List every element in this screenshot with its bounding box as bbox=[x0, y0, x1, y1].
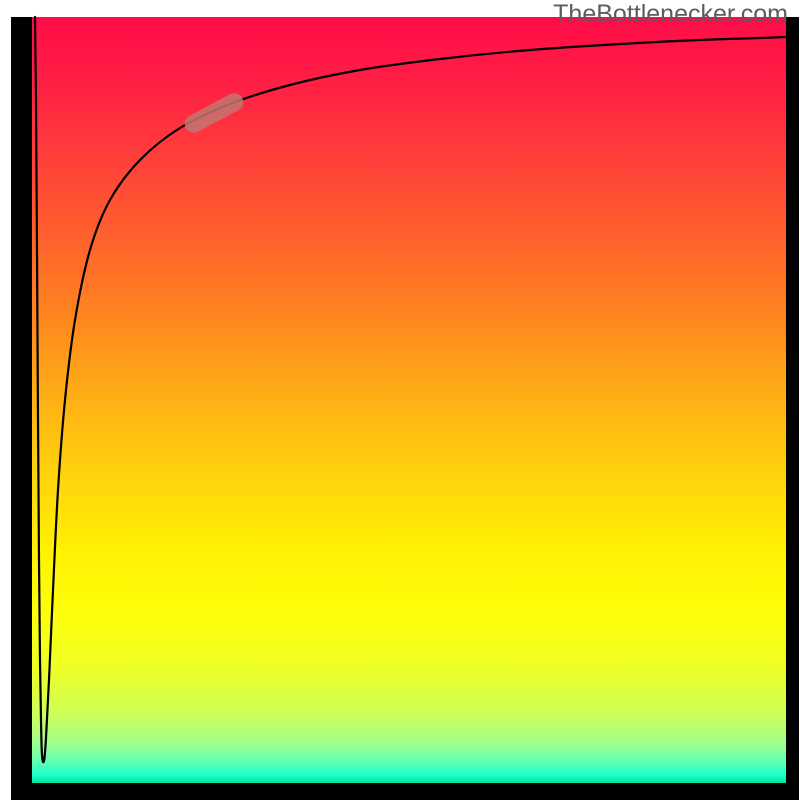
chart-stage: TheBottlenecker.com bbox=[0, 0, 800, 800]
curve-layer bbox=[0, 0, 800, 800]
highlight-marker bbox=[182, 90, 247, 136]
watermark-text: TheBottlenecker.com bbox=[553, 0, 788, 29]
bottleneck-curve bbox=[35, 17, 786, 762]
